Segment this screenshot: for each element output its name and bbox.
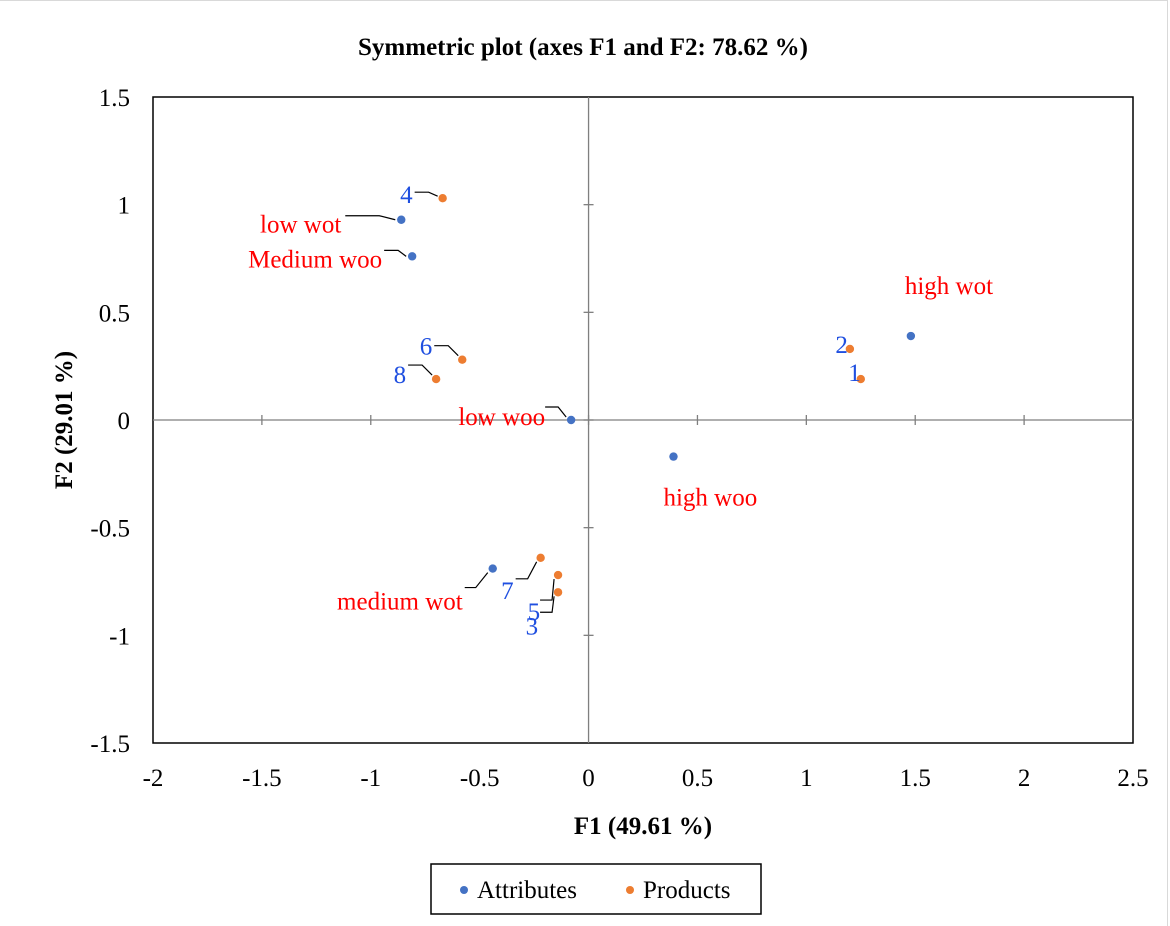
data-points [397,194,916,597]
product-label: 7 [501,578,514,605]
x-tick-label: -1.5 [242,765,282,792]
y-tick-label: 1 [118,193,131,220]
attribute-label: medium wot [337,589,463,616]
y-tick-label: 0.5 [99,300,130,327]
leader-line [545,406,567,418]
y-tick-label: -1.5 [90,731,130,758]
x-tick-label: 1 [800,765,813,792]
point-labels: low wot Medium woo low woo high wot high woo… [248,182,993,640]
legend-marker-attributes [460,886,468,894]
attribute-point [397,215,406,224]
product-label: 3 [526,613,539,640]
label-leaders [345,191,567,613]
product-point [431,374,441,384]
product-point [553,588,563,597]
product-point [553,570,563,580]
x-tick-label: 2 [1018,765,1031,792]
product-label: 6 [420,334,433,361]
product-label: 2 [835,332,848,359]
tick-labels: -2 -1.5 -1 -0.5 0 0.5 1 1.5 2 2.5 1.5 1 0.5 0 -0.5 -1 -1… [90,85,1148,792]
y-tick-label: -1 [109,623,130,650]
x-axis-title: F1 (49.61 %) [574,813,712,840]
axes [153,97,1133,743]
x-tick-label: 0 [582,765,595,792]
attribute-point [566,415,576,425]
y-tick-label: -0.5 [90,516,130,543]
x-tick-label: -0.5 [460,765,500,792]
leader-line [464,572,489,589]
leader-line [515,561,538,580]
legend-box [430,863,762,915]
leader-line [540,578,555,601]
attribute-label: high wot [905,273,993,300]
x-tick-label: 0.5 [682,765,713,792]
product-point [438,194,447,203]
attribute-label: low wot [260,212,341,239]
legend-label-products: Products [643,877,731,904]
leader-line [345,215,396,221]
product-label: 5 [528,599,541,626]
y-tick-label: 0 [118,408,131,435]
leader-line [540,596,555,613]
product-point [458,355,467,364]
leader-line [414,191,438,197]
attribute-point [669,452,678,461]
attribute-point [488,564,497,573]
leader-line [434,345,459,357]
product-label: 4 [400,182,413,209]
x-tick-label: -2 [143,765,164,792]
product-point [856,374,865,384]
attribute-point [407,252,417,261]
product-label: 1 [848,360,861,387]
leader-line [408,364,433,376]
legend-label-attributes: Attributes [477,877,577,904]
product-point [845,344,855,354]
y-axis-title: F2 (29.01 %) [51,351,78,489]
legend-marker-products [626,886,634,894]
attribute-label: low woo [458,404,545,431]
x-tick-label: 1.5 [900,765,931,792]
chart-title: Symmetric plot (axes F1 and F2: 78.62 %) [358,34,808,61]
legend: Attributes Products [430,863,762,915]
leader-line [384,249,407,257]
x-tick-label: -1 [360,765,381,792]
attribute-label: Medium woo [248,246,382,273]
y-tick-label: 1.5 [99,85,130,112]
x-tick-label: 2.5 [1117,765,1148,792]
attribute-point [906,331,916,341]
product-label: 8 [394,362,407,389]
product-point [536,553,545,563]
attribute-label: high woo [663,485,757,512]
